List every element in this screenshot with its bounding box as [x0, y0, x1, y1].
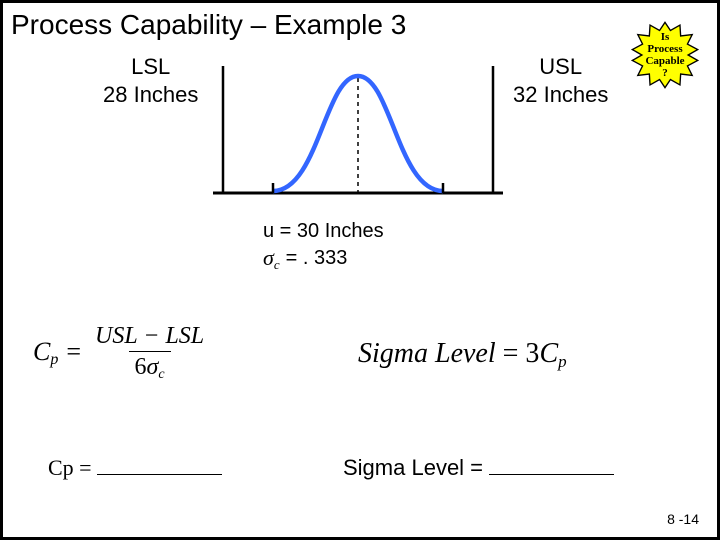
lsl-label: LSL: [103, 53, 198, 81]
bell-curve: [273, 76, 443, 191]
usl-block: USL 32 Inches: [513, 53, 608, 108]
page-number: 8 -14: [667, 511, 699, 527]
cp-formula: Cp = USL − LSL 6σc: [33, 323, 243, 381]
cp-fill-in: Cp =: [48, 453, 222, 481]
starburst-text: Is Process Capable ?: [631, 21, 699, 89]
equals-sign: =: [66, 337, 81, 367]
lsl-block: LSL 28 Inches: [103, 53, 198, 108]
cp-lhs: Cp: [33, 337, 58, 367]
sigma-level-formula: Sigma Level = 3Cp: [358, 338, 688, 370]
lsl-value: 28 Inches: [103, 81, 198, 109]
starburst-line3: Capable: [645, 55, 684, 67]
usl-value: 32 Inches: [513, 81, 608, 109]
sigma-level-fill-in: Sigma Level =: [343, 453, 614, 481]
cp-numerator: USL − LSL: [89, 323, 210, 351]
sigma-level-blank: [489, 453, 614, 475]
distribution-diagram: [213, 58, 503, 208]
sigma-row: σc = . 333: [263, 244, 384, 273]
cp-denominator: 6σc: [129, 351, 171, 380]
starburst-badge: Is Process Capable ?: [631, 21, 699, 89]
mu-label: u = 30 Inches: [263, 218, 384, 244]
starburst-line4: ?: [662, 67, 668, 79]
diagram-svg: [213, 58, 503, 208]
cp-blank: [97, 453, 222, 475]
usl-label: USL: [513, 53, 608, 81]
slide: Process Capability – Example 3 Is Proces…: [0, 0, 720, 540]
starburst-line1: Is: [661, 31, 670, 43]
cp-fraction: USL − LSL 6σc: [89, 323, 210, 381]
parameters-block: u = 30 Inches σc = . 333: [263, 218, 384, 273]
sigma-value: = . 333: [286, 245, 348, 271]
slide-title: Process Capability – Example 3: [11, 9, 406, 41]
starburst-line2: Process: [647, 43, 682, 55]
sigma-symbol: σc: [263, 244, 280, 273]
